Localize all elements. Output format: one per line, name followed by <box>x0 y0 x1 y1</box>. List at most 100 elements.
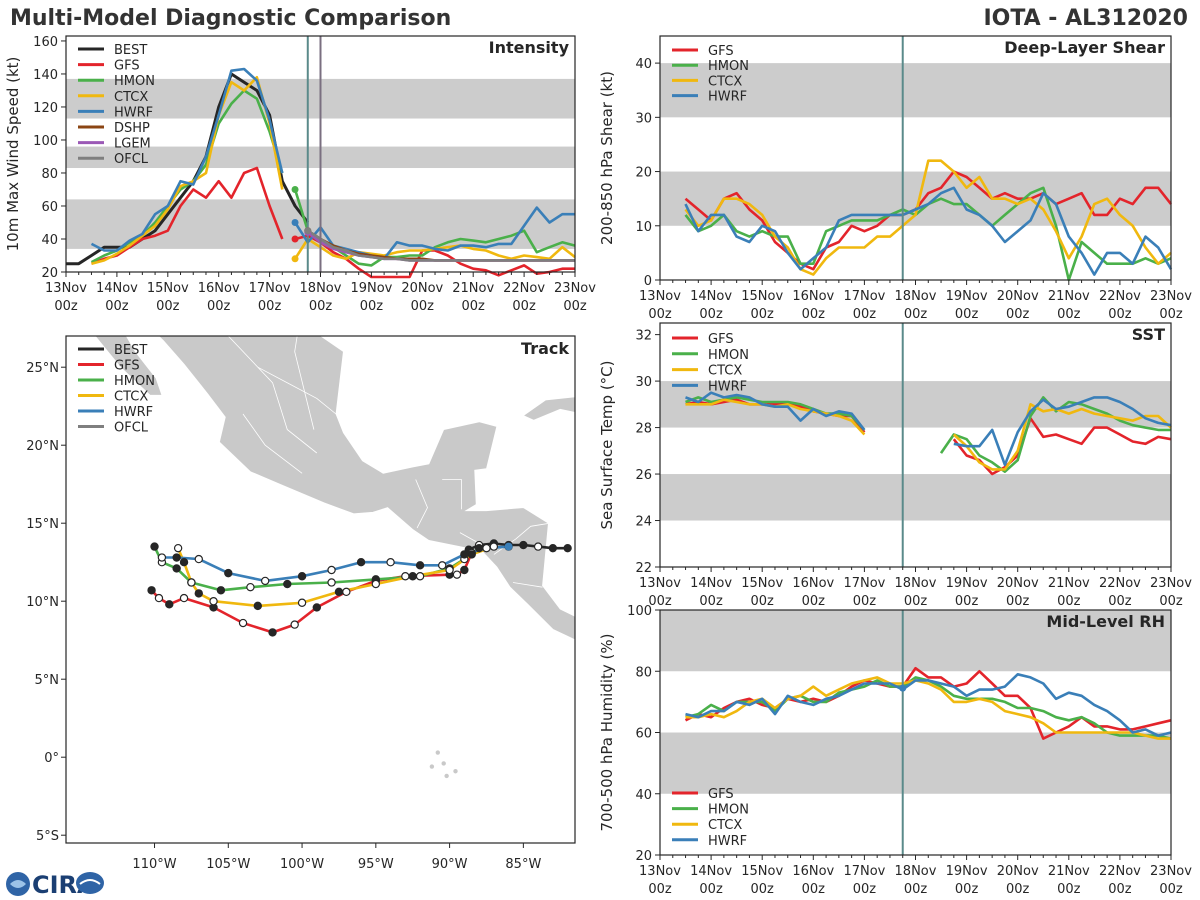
intensity-legend-label-dshp: DSHP <box>114 121 150 136</box>
intensity-x-tick-hour: 00z <box>309 299 333 314</box>
sst-y-axis-label: Sea Surface Temp (°C) <box>598 360 616 529</box>
sst-x-tick-date: 14Nov <box>690 576 732 591</box>
rh-legend-label-gfs: GFS <box>708 787 734 802</box>
track-position-marker-gfs <box>154 593 164 603</box>
shear-legend-label-hmon: HMON <box>708 59 749 74</box>
intensity-x-tick-date: 20Nov <box>401 281 443 296</box>
track-position-marker-best <box>563 543 572 553</box>
track-position-marker-ctcx <box>408 572 417 581</box>
intensity-x-tick-hour: 00z <box>360 299 384 314</box>
intensity-x-tick-date: 18Nov <box>300 281 342 296</box>
track-position-marker-ctcx <box>297 598 307 607</box>
intensity-series-ofcl <box>307 229 575 262</box>
sst-y-tick-label: 24 <box>635 515 652 530</box>
shear-x-tick-hour: 00z <box>955 307 979 322</box>
sst-legend-label-ctcx: CTCX <box>708 364 742 379</box>
intensity-x-tick-date: 16Nov <box>198 281 240 296</box>
sst-series-hmon <box>939 396 1171 474</box>
shear-series-hwrf <box>684 186 1173 276</box>
shear-x-tick-hour: 00z <box>802 307 826 322</box>
sst-x-tick-hour: 00z <box>648 594 672 609</box>
intensity-legend-label-hmon: HMON <box>114 74 155 89</box>
intensity-legend-label-gfs: GFS <box>114 59 140 74</box>
sst-x-tick-hour: 00z <box>699 594 723 609</box>
track-panel: 110°W 105°W 100°W 95°W 90°W 85°W 5°S 0° 5°N 10°N 1… <box>26 335 576 872</box>
sst-x-tick-date: 19Nov <box>946 576 988 591</box>
track-position-marker-best <box>533 542 543 551</box>
shear-x-tick-date: 23Nov <box>1150 289 1192 304</box>
track-position-marker-ctcx <box>173 543 183 553</box>
shear-x-tick-date: 20Nov <box>997 289 1039 304</box>
track-x-tick-label: 110°W <box>132 857 176 872</box>
shear-x-tick-hour: 00z <box>699 307 723 322</box>
intensity-start-marker-gfs <box>291 235 299 243</box>
track-position-marker-hwrf <box>224 568 233 578</box>
shear-x-tick-hour: 00z <box>648 307 672 322</box>
sst-y-tick-label: 28 <box>635 422 652 437</box>
shear-x-tick-hour: 00z <box>853 307 877 322</box>
track-land-border <box>294 336 315 430</box>
rh-x-tick-date: 23Nov <box>1150 864 1192 879</box>
intensity-x-tick-hour: 00z <box>411 299 435 314</box>
figure-title: Multi-Model Diagnostic Comparison <box>10 6 451 31</box>
intensity-legend-label-ctcx: CTCX <box>114 90 148 105</box>
rh-x-tick-date: 22Nov <box>1099 864 1141 879</box>
track-land-galapagos-island <box>453 769 458 774</box>
track-legend-label-best: BEST <box>114 343 147 358</box>
shear-legend-label-gfs: GFS <box>708 44 734 59</box>
shear-x-tick-hour: 00z <box>1108 307 1132 322</box>
sst-y-tick-label: 26 <box>635 468 652 483</box>
storm-title: IOTA - AL312020 <box>983 6 1188 31</box>
track-y-tick-label: 0° <box>44 751 59 766</box>
intensity-y-tick-label: 80 <box>41 167 58 182</box>
track-position-marker-hwrf <box>438 561 447 570</box>
rh-x-tick-hour: 00z <box>1006 882 1030 897</box>
track-land-border <box>512 582 543 588</box>
track-position-marker-ctcx <box>489 542 499 551</box>
shear-series-ctcx <box>684 159 1172 276</box>
sst-legend-label-hwrf: HWRF <box>708 379 747 394</box>
sst-x-tick-hour: 00z <box>802 594 826 609</box>
sst-x-tick-date: 20Nov <box>997 576 1039 591</box>
shear-panel: 0 10 20 30 40 13Nov 00z 14Nov 00z 15Nov 00z 16Nov 00… <box>598 35 1192 322</box>
rh-legend-label-hwrf: HWRF <box>708 834 747 849</box>
track-position-marker-hwrf <box>482 543 491 553</box>
track-position-marker-ctcx <box>371 579 381 589</box>
rh-x-tick-hour: 00z <box>1057 882 1081 897</box>
sst-series-hwrf <box>685 391 866 431</box>
shear-y-axis-label: 200-850 hPa Shear (kt) <box>598 71 616 245</box>
sst-shaded-band <box>660 474 1171 521</box>
shear-x-tick-date: 18Nov <box>895 289 937 304</box>
track-land-galapagos-island <box>429 764 435 769</box>
track-position-marker-gfs <box>312 603 322 612</box>
sst-x-tick-date: 13Nov <box>639 576 681 591</box>
intensity-y-tick-label: 100 <box>33 134 58 149</box>
sst-x-tick-date: 16Nov <box>792 576 834 591</box>
track-position-marker-hwrf <box>172 553 181 562</box>
sst-legend-label-hmon: HMON <box>708 348 749 363</box>
track-position-marker-hwrf <box>157 553 167 562</box>
rh-series-gfs <box>684 666 1172 740</box>
sst-x-tick-hour: 00z <box>1108 594 1132 609</box>
intensity-x-tick-hour: 00z <box>207 299 231 314</box>
track-x-tick-label: 95°W <box>358 857 394 872</box>
sst-y-tick-label: 22 <box>635 561 652 576</box>
track-position-marker-hwrf <box>415 561 425 570</box>
track-y-tick-label: 10°N <box>26 595 59 610</box>
track-position-marker-gfs <box>147 586 156 595</box>
track-position-marker-ctcx <box>445 565 454 575</box>
track-land-south-america <box>574 631 575 633</box>
intensity-x-tick-hour: 00z <box>258 299 282 314</box>
track-position-marker-best <box>548 543 558 553</box>
sst-x-tick-hour: 00z <box>904 594 928 609</box>
sst-y-tick-label: 32 <box>635 329 652 344</box>
track-position-marker-ctcx <box>187 578 196 587</box>
rh-x-tick-date: 13Nov <box>639 864 681 879</box>
sst-x-tick-hour: 00z <box>955 594 979 609</box>
sst-panel: 22 24 26 28 30 32 13Nov 00z 14Nov 00z 15Nov 00z 16No… <box>598 322 1192 609</box>
intensity-series-hmon <box>293 189 576 267</box>
intensity-panel: 20 40 60 80 100 120 140 160 13Nov 00z 14Nov 00z 15No… <box>4 35 596 314</box>
track-position-marker-gfs <box>401 572 410 581</box>
sst-x-tick-hour: 00z <box>1159 594 1183 609</box>
shear-y-tick-label: 20 <box>635 166 652 181</box>
